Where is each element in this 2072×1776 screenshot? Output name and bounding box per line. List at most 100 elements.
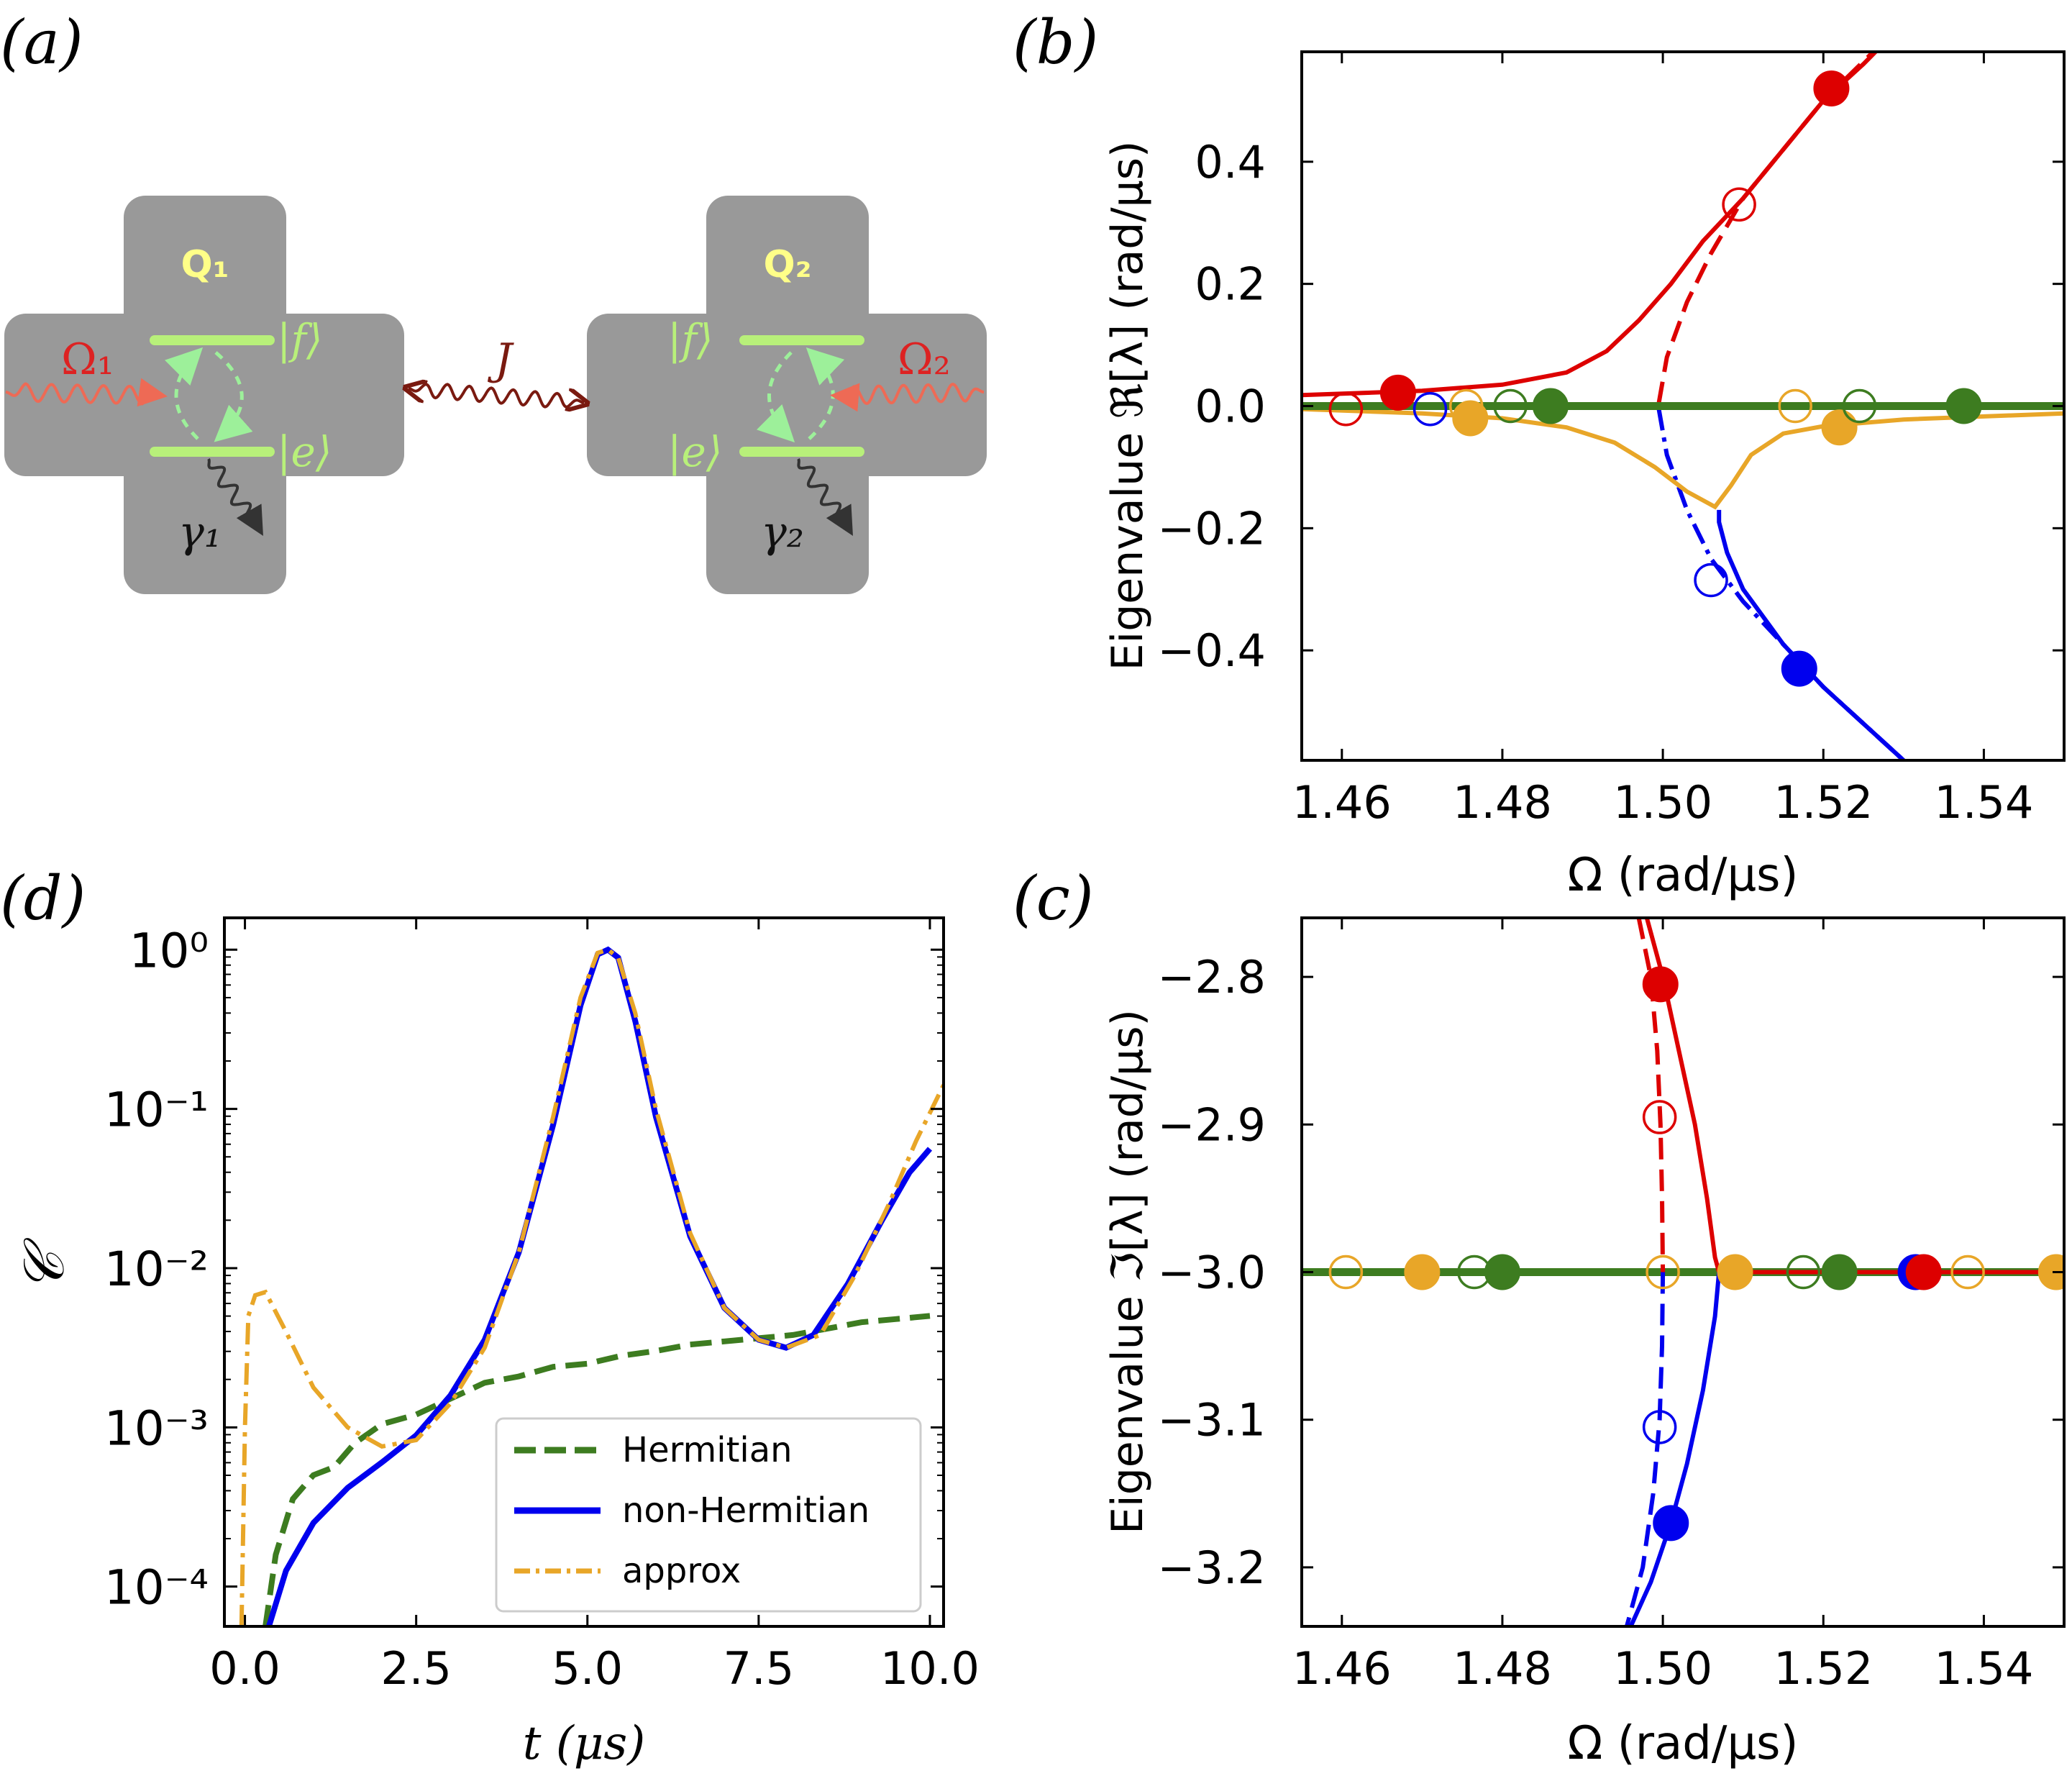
xtick-label: 1.48 [1453, 776, 1552, 829]
ytick-label: 0.4 [1195, 136, 1266, 188]
omega-1-label: Ω₁ [61, 334, 114, 385]
marker-filled-12 [1642, 966, 1679, 1003]
marker-filled-7 [1821, 1254, 1858, 1290]
ytick-label: 10⁻³ [104, 1401, 209, 1456]
marker-open-4 [1646, 1254, 1680, 1290]
legend-label-non-hermitian: non-Hermitian [622, 1490, 870, 1531]
ytick-label: 10⁻² [104, 1242, 209, 1297]
panel-label-c: (c) [1013, 863, 1094, 934]
marker-open-6 [1786, 1254, 1821, 1290]
gamma-1-label: γ₁ [178, 507, 222, 557]
q2-label: Q₂ [764, 243, 812, 286]
chart-c-ticks: 1.46 1.48 1.50 1.52 1.54 −3.2 −3.1 −3.0 −2.9 −2.8 [1157, 918, 2064, 1695]
ytick-label: −3.0 [1157, 1247, 1266, 1299]
marker-filled-15 [1653, 1505, 1689, 1542]
panel-label-d: (d) [0, 863, 86, 934]
qubit-2-box [587, 196, 987, 594]
marker-filled-5 [1717, 1254, 1753, 1290]
qubit-1-box [4, 196, 404, 594]
marker-filled-11 [2037, 1254, 2064, 1290]
xtick-label: 1.46 [1292, 776, 1392, 829]
chart-b-markers [1328, 70, 1982, 687]
q1-ket-e: |e⟩ [277, 427, 332, 476]
marker-filled-0 [1379, 374, 1416, 411]
q1-transition-arrows [165, 347, 204, 440]
marker-open-2 [1722, 187, 1756, 222]
gamma-2-label: γ₂ [761, 507, 804, 557]
marker-open-5 [1694, 563, 1728, 598]
xtick-label: 1.50 [1613, 776, 1712, 829]
marker-filled-7 [1452, 400, 1489, 437]
chart-real-eigenvalues: 1.46 1.48 1.50 1.52 1.54 −0.4 −0.2 0.0 0.2 0.4 Ω … [1103, 50, 2066, 902]
marker-filled-1 [1813, 70, 1850, 106]
chart-d-xlabel: t (μs) [523, 1717, 645, 1770]
series-blue-solid [1628, 1272, 1722, 1626]
series-blue-dashdot [1656, 409, 1905, 760]
marker-filled-9 [1905, 1254, 1942, 1290]
diagram-qubits: Q₁ Q₂ |f⟩ |e⟩ |f⟩ |e⟩ Ω₁ Ω₂ J γ₁ γ₂ [4, 196, 987, 594]
decay-2-wave [797, 458, 853, 536]
xtick-label: 1.48 [1453, 1642, 1552, 1695]
ytick-label: 0.2 [1195, 258, 1266, 311]
marker-open-13 [1493, 388, 1528, 424]
q2-ket-f: |f⟩ [667, 315, 713, 364]
series-red-solid [1302, 52, 1879, 398]
omega-2-label: Ω₂ [898, 334, 951, 385]
chart-d-series [239, 946, 944, 1626]
ytick-label: 10⁰ [129, 923, 209, 978]
series-red-dashed [1636, 918, 1666, 1272]
xtick-label: 1.46 [1292, 1642, 1392, 1695]
q2-transition-arrows [757, 351, 795, 443]
q1-ket-f: |f⟩ [277, 315, 323, 364]
ytick-label: −3.2 [1157, 1542, 1266, 1594]
ytick-label: 0.0 [1195, 381, 1266, 433]
legend-label-hermitian: Hermitian [622, 1430, 793, 1470]
marker-filled-4 [1781, 650, 1817, 687]
ytick-label: −0.2 [1157, 502, 1266, 555]
marker-open-10 [1950, 1254, 1985, 1290]
ytick-label: −0.4 [1157, 624, 1266, 677]
chart-d-ticks: 0.0 2.5 5.0 7.5 10.0 10⁻⁴ 10⁻³ 10⁻² 10⁻¹ 10⁰ [104, 918, 980, 1695]
marker-filled-3 [1484, 1254, 1520, 1290]
ytick-label: −2.8 [1157, 951, 1266, 1003]
chart-c-ylabel: Eigenvalue ℑ[λ] (rad/μs) [1103, 1009, 1153, 1534]
marker-open-9 [1448, 388, 1484, 424]
q2-ket-e: |e⟩ [667, 427, 723, 476]
xtick-label: 7.5 [724, 1642, 795, 1695]
coupling-label: J [487, 334, 514, 385]
marker-filled-1 [1404, 1254, 1441, 1290]
xtick-label: 2.5 [380, 1642, 452, 1695]
ytick-label: −2.9 [1157, 1098, 1266, 1151]
marker-filled-11 [1532, 388, 1569, 424]
series-blue-solid [1717, 509, 1905, 760]
chart-d-ylabel: 𝒞 [12, 1237, 77, 1292]
marker-open-6 [1412, 391, 1448, 427]
marker-open-0 [1328, 1254, 1364, 1290]
series-red-dashed [1656, 52, 1877, 404]
xtick-label: 1.52 [1774, 776, 1873, 829]
drive-2-wave [830, 383, 985, 412]
ytick-label: −3.1 [1157, 1394, 1266, 1447]
drive-1-wave [5, 378, 168, 407]
xtick-label: 1.54 [1934, 776, 2033, 829]
ytick-label: 10⁻⁴ [104, 1560, 209, 1616]
series-non-hermitian [266, 946, 933, 1626]
marker-filled-12 [1945, 388, 1982, 424]
chart-b-ticks: 1.46 1.48 1.50 1.52 1.54 −0.4 −0.2 0.0 0.2 0.4 [1157, 52, 2064, 829]
q1-label: Q₁ [181, 243, 229, 286]
xtick-label: 1.52 [1774, 1642, 1873, 1695]
marker-filled-8 [1821, 409, 1858, 446]
q1-transition-arrow-down [214, 351, 253, 442]
series-approx [239, 947, 944, 1626]
chart-d-legend: Hermitian non-Hermitian approx [495, 1417, 922, 1613]
chart-b-ylabel: Eigenvalue ℜ[λ] (rad/μs) [1103, 141, 1153, 671]
xtick-label: 1.54 [1934, 1642, 2033, 1695]
xtick-label: 10.0 [880, 1642, 980, 1695]
series-hermitian [263, 1313, 931, 1626]
legend-box [495, 1417, 922, 1613]
panel-label-a: (a) [0, 7, 83, 78]
marker-open-14 [1642, 1410, 1677, 1444]
panel-label-b: (b) [1013, 7, 1098, 78]
chart-concurrence: 0.0 2.5 5.0 7.5 10.0 10⁻⁴ 10⁻³ 10⁻² 10⁻¹ 10⁰ t (μ… [12, 916, 980, 1770]
